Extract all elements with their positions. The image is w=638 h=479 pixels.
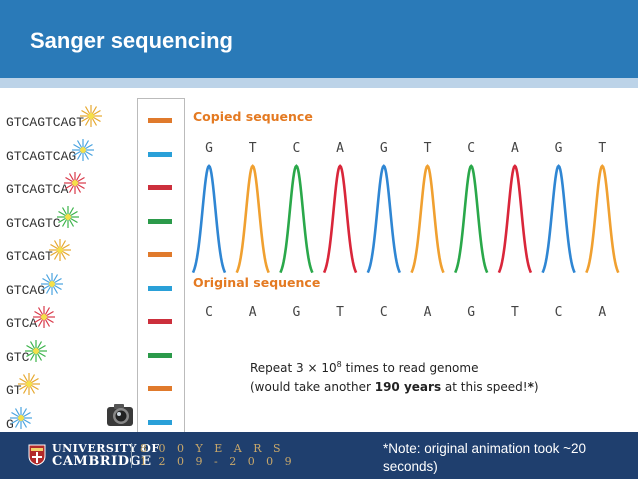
- chromatogram: [191, 164, 620, 274]
- years-line1: 8 0 0 Y E A R S: [140, 442, 285, 455]
- chromatogram-peak-10: [585, 164, 620, 274]
- copied-base-6: T: [423, 141, 432, 156]
- original-sequence-label: Original sequence: [193, 275, 321, 290]
- fluorescent-star-icon: [80, 105, 102, 127]
- original-base-8: T: [510, 305, 519, 320]
- fluorescent-star-icon: [64, 172, 87, 194]
- gel-band-1: [148, 118, 172, 123]
- fluorescent-star-icon: [48, 239, 71, 261]
- repeat-years: 190 years: [374, 380, 442, 394]
- repeat-note-line2: (would take another 190 years at this sp…: [250, 378, 539, 397]
- university-line2: CAMBRIDGE: [52, 454, 152, 469]
- chromatogram-peak-2: [235, 164, 270, 274]
- fluorescent-star-icon: [17, 373, 40, 395]
- fragment-1: GTCAGTCAGT: [6, 115, 85, 130]
- repeat-note-line1: Repeat 3 × 108 times to read genome: [250, 355, 539, 378]
- fluorescent-star-icon: [9, 406, 32, 429]
- fragment-5: GTCAGT: [6, 249, 53, 264]
- fragment-9: GT: [6, 383, 22, 398]
- original-base-1: C: [205, 305, 213, 320]
- copied-base-4: A: [336, 141, 344, 156]
- original-base-9: C: [554, 305, 563, 320]
- fragment-3: GTCAGTCA: [6, 182, 69, 197]
- fluorescent-star-icon: [41, 272, 63, 295]
- copied-base-5: G: [379, 141, 388, 156]
- original-base-2: A: [248, 305, 257, 320]
- fluorescent-star-icon: [25, 339, 48, 362]
- repeat-text-suffix: times to read genome: [341, 361, 479, 375]
- fragment-4: GTCAGTC: [6, 215, 61, 231]
- fragment-2: GTCAGTCAG: [6, 148, 77, 164]
- copied-base-10: T: [598, 141, 607, 156]
- gel-band-2: [148, 151, 172, 157]
- copied-base-1: G: [205, 141, 213, 156]
- gel-band-6: [148, 285, 172, 291]
- university-line1: UNIVERSITY OF: [52, 442, 160, 455]
- copied-base-9: G: [554, 141, 563, 156]
- original-base-7: G: [467, 305, 476, 320]
- chromatogram-peak-6: [410, 164, 445, 274]
- fluorescent-star-icon: [72, 138, 95, 161]
- chromatogram-peak-5: [366, 164, 401, 274]
- chromatogram-peak-8: [497, 164, 533, 274]
- gel-lane: [137, 98, 185, 433]
- chromatogram-peak-1: [191, 164, 227, 274]
- original-base-6: A: [423, 305, 432, 320]
- fluorescent-star-icon: [56, 205, 79, 228]
- gel-band-8: [148, 352, 172, 358]
- original-base-4: T: [336, 305, 344, 320]
- camera-icon: [107, 404, 133, 426]
- copied-base-8: A: [510, 141, 519, 156]
- original-base-5: C: [379, 305, 388, 320]
- gel-band-10: [148, 419, 172, 425]
- fragment-7: GTCA: [6, 316, 38, 331]
- animation-footnote: *Note: original animation took ~20 secon…: [383, 441, 587, 474]
- copied-base-2: T: [248, 141, 257, 156]
- chromatogram-peak-4: [322, 164, 358, 274]
- fragment-6: GTCAG: [6, 282, 46, 298]
- original-base-3: G: [292, 305, 301, 320]
- gel-band-5: [148, 252, 172, 257]
- repeat-text: Repeat 3 × 10: [250, 361, 337, 375]
- copied-base-3: C: [292, 141, 301, 156]
- years-line2: 1 2 0 9 - 2 0 0 9: [140, 455, 296, 468]
- slide-title: Sanger sequencing: [30, 28, 233, 53]
- chromatogram-peak-9: [541, 164, 576, 274]
- chromatogram-peak-7: [454, 164, 489, 274]
- copied-sequence-label: Copied sequence: [193, 109, 313, 124]
- original-base-10: A: [598, 305, 607, 320]
- repeat-line2-end: ): [533, 380, 539, 394]
- fragment-8: GTC: [6, 349, 30, 365]
- repeat-exponent: 8: [336, 360, 342, 369]
- copied-base-7: C: [467, 141, 476, 156]
- footer-divider: [131, 443, 132, 468]
- repeat-line2-prefix: (would take another: [250, 380, 375, 394]
- gel-band-3: [148, 185, 172, 190]
- anniversary-years: 8 0 0 Y E A R S 1 2 0 9 - 2 0 0 9: [140, 442, 296, 468]
- chromatogram-peak-3: [279, 164, 314, 274]
- title-bar: Sanger sequencing: [0, 0, 638, 82]
- fragment-10: G: [6, 416, 14, 432]
- repeat-line2-mid: at this speed!: [441, 380, 528, 394]
- repeat-note: Repeat 3 × 108 times to read genome (wou…: [250, 355, 539, 397]
- gel-band-4: [148, 218, 172, 224]
- repeat-star: *: [527, 380, 534, 394]
- fluorescent-star-icon: [33, 306, 56, 328]
- university-name: UNIVERSITY OF CAMBRIDGE: [52, 442, 160, 468]
- gel-band-9: [148, 386, 172, 391]
- cambridge-shield-icon: [28, 444, 46, 466]
- title-stripe: [0, 78, 638, 88]
- footer-bar: [0, 432, 638, 479]
- gel-band-7: [148, 319, 172, 324]
